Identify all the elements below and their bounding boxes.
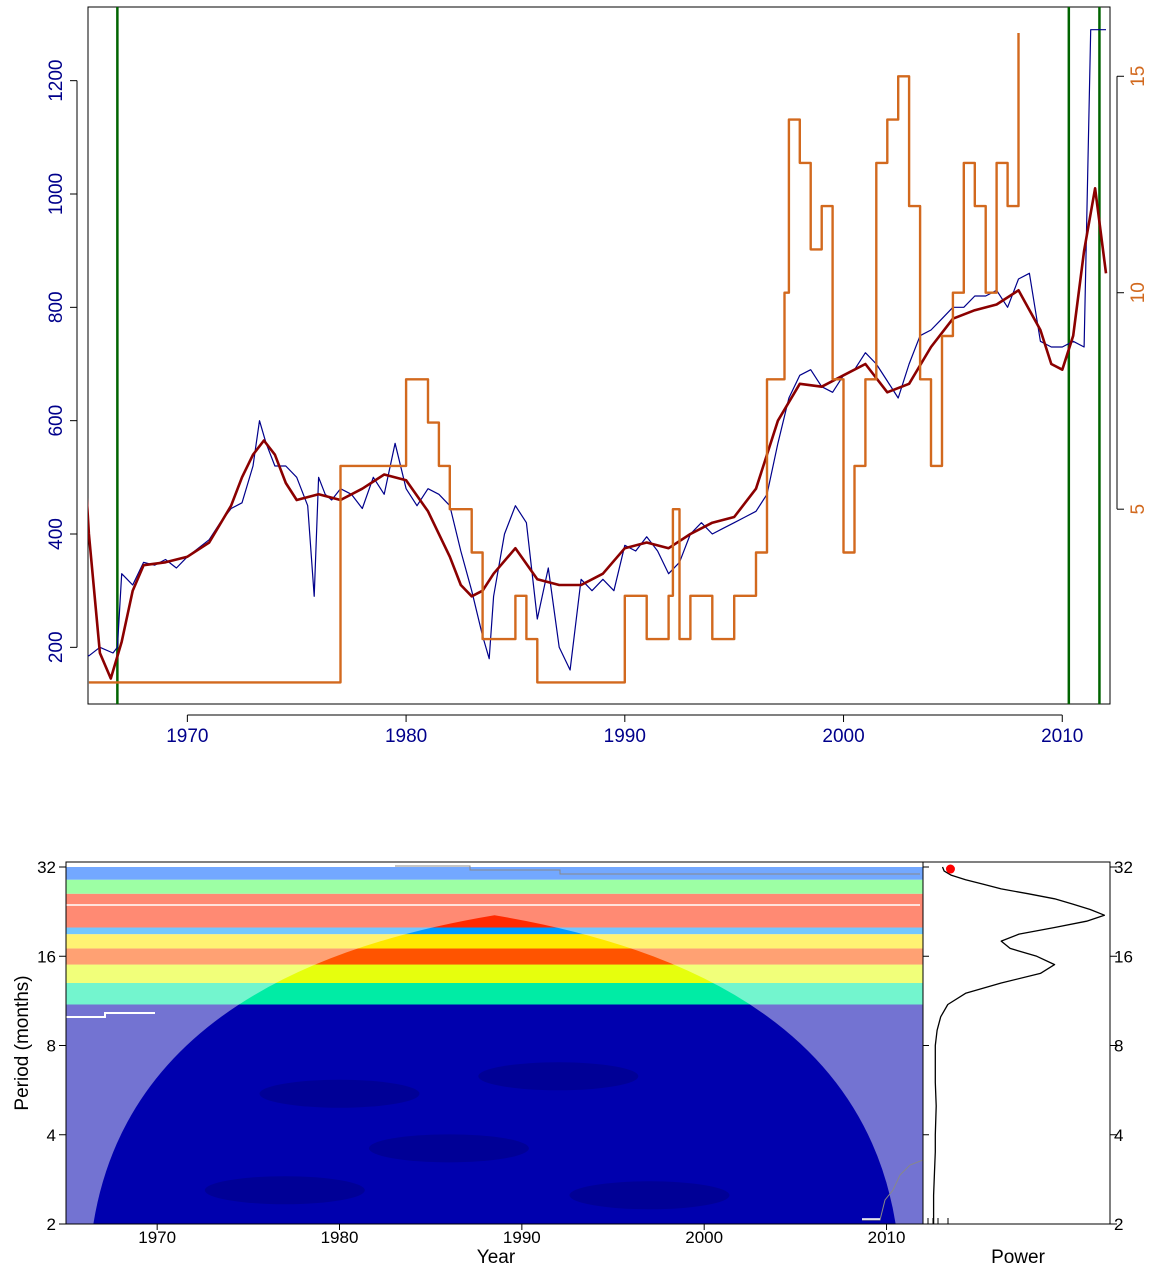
wavelet-low-power-2 [569, 1181, 730, 1210]
series-line-1 [88, 187, 1108, 680]
y-right-tick-label: 15 [1128, 66, 1149, 87]
wavelet-band-inside-5 [93, 927, 896, 935]
x-tick-label: 1990 [604, 726, 646, 747]
wavelet-x-tick-label: 1990 [503, 1228, 541, 1247]
power-y-axis: 2 4 8 16 32 [923, 858, 1133, 1234]
wavelet-power-bands [66, 867, 923, 1224]
contour-line-1 [825, 806, 923, 828]
y-left-tick-label: 800 [46, 291, 67, 323]
wavelet-x-tick-label: 2010 [868, 1228, 906, 1247]
power-spectrum-chart: 2 4 8 16 32 Power [922, 858, 1133, 1268]
event-lines [116, 7, 1101, 704]
power-y-tick-label: 32 [1114, 858, 1133, 877]
wavelet-chart: 1970 1980 1990 2000 2010 2 4 8 16 32 Year Period… [12, 783, 924, 1268]
wavelet-low-power-4 [478, 1062, 639, 1091]
significance-line-2 [66, 1012, 155, 1018]
wavelet-y-tick-label: 32 [37, 858, 56, 877]
power-plot-frame [922, 861, 1111, 1225]
y-axis-right: 5 10 15 [1116, 66, 1149, 515]
wavelet-x-label: Year [477, 1247, 516, 1268]
top-plot-frame [87, 6, 1111, 705]
x-axis: 1970 1980 1990 2000 2010 [166, 714, 1083, 747]
series-line-0 [88, 29, 1106, 671]
wavelet-low-power-3 [259, 1079, 420, 1108]
wavelet-x-tick-label: 2000 [685, 1228, 723, 1247]
y-axis-left: 200 400 600 800 1000 1200 [46, 60, 78, 663]
y-left-tick-label: 400 [46, 518, 67, 550]
wavelet-x-tick-label: 1980 [321, 1228, 359, 1247]
power-peak-marker [945, 864, 955, 874]
x-tick-label: 2000 [822, 726, 864, 747]
series-group [88, 29, 1108, 684]
wavelet-band-outside-8 [66, 867, 923, 880]
power-y-tick-label: 8 [1114, 1037, 1123, 1056]
contour-line-0 [395, 865, 920, 875]
wavelet-x-tick-label: 1970 [138, 1228, 176, 1247]
x-tick-label: 1980 [385, 726, 427, 747]
power-y-tick-label: 16 [1114, 947, 1133, 966]
wavelet-y-tick-label: 16 [37, 947, 56, 966]
y-left-tick-label: 200 [46, 631, 67, 663]
contour-line-2 [862, 1159, 923, 1221]
power-curve [932, 866, 1106, 1224]
y-left-tick-label: 1200 [46, 60, 67, 102]
x-tick-label: 2010 [1041, 726, 1083, 747]
wavelet-y-axis: 2 4 8 16 32 [37, 858, 66, 1234]
y-left-tick-label: 600 [46, 405, 67, 437]
wavelet-y-tick-label: 4 [47, 1126, 56, 1145]
wavelet-x-axis: 1970 1980 1990 2000 2010 [138, 1224, 905, 1247]
power-y-tick-label: 2 [1114, 1215, 1123, 1234]
power-x-label: Power [991, 1247, 1046, 1268]
wavelet-band-inside-0 [93, 1004, 896, 1224]
wavelet-low-power-0 [204, 1176, 365, 1205]
power-series-group [927, 864, 1106, 1224]
wavelet-low-power-1 [368, 1134, 529, 1163]
power-y-tick-label: 4 [1114, 1126, 1123, 1145]
y-right-tick-label: 5 [1128, 504, 1149, 515]
wavelet-band-outside-7 [66, 879, 923, 894]
wavelet-band-inside-1 [93, 982, 896, 1005]
y-right-tick-label: 10 [1128, 282, 1149, 303]
wavelet-contours [66, 783, 923, 1221]
significance-line-1 [370, 783, 900, 792]
time-series-chart: 1970 1980 1990 2000 2010 200 400 600 800 1000 120… [46, 6, 1149, 747]
wavelet-y-tick-label: 8 [47, 1037, 56, 1056]
series-line-2 [88, 33, 1020, 684]
wavelet-y-label: Period (months) [12, 975, 33, 1110]
y-left-tick-label: 1000 [46, 173, 67, 215]
wavelet-y-tick-label: 2 [47, 1215, 56, 1234]
x-tick-label: 1970 [166, 726, 208, 747]
